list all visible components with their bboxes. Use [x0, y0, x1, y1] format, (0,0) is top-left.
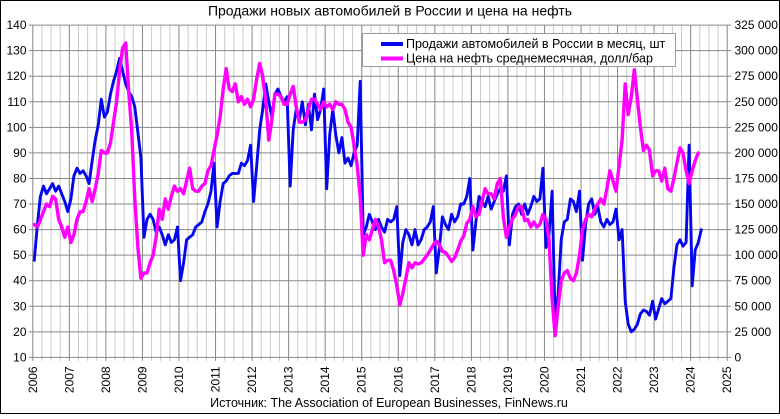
svg-text:75 000: 75 000 — [735, 274, 772, 288]
svg-text:2019: 2019 — [501, 366, 515, 393]
svg-text:2020: 2020 — [538, 366, 552, 393]
svg-text:100 000: 100 000 — [735, 248, 779, 262]
svg-text:Продажи автомобилей в России в: Продажи автомобилей в России в месяц, шт — [406, 37, 666, 51]
svg-text:2024: 2024 — [684, 366, 698, 393]
svg-text:2008: 2008 — [99, 366, 113, 393]
svg-text:Продажи новых автомобилей в Ро: Продажи новых автомобилей в России и цен… — [208, 3, 572, 19]
svg-text:2013: 2013 — [282, 366, 296, 393]
svg-text:2017: 2017 — [428, 366, 442, 393]
svg-text:325 000: 325 000 — [735, 18, 779, 32]
svg-text:150 000: 150 000 — [735, 197, 779, 211]
svg-text:70: 70 — [13, 197, 27, 211]
svg-text:90: 90 — [13, 146, 27, 160]
svg-text:140: 140 — [6, 18, 26, 32]
svg-text:100: 100 — [6, 120, 26, 134]
svg-text:2016: 2016 — [391, 366, 405, 393]
svg-text:2015: 2015 — [355, 366, 369, 393]
svg-text:Цена на нефть среднемесячная,: Цена на нефть среднемесячная, долл/бар — [406, 52, 653, 66]
svg-text:80: 80 — [13, 172, 27, 186]
svg-text:30: 30 — [13, 299, 27, 313]
svg-text:50 000: 50 000 — [735, 299, 772, 313]
svg-text:300 000: 300 000 — [735, 44, 779, 58]
svg-text:175 000: 175 000 — [735, 172, 779, 186]
svg-text:225 000: 225 000 — [735, 120, 779, 134]
svg-text:2010: 2010 — [172, 366, 186, 393]
svg-text:2021: 2021 — [574, 366, 588, 393]
svg-text:110: 110 — [7, 95, 26, 109]
svg-text:2022: 2022 — [611, 366, 625, 393]
svg-text:200 000: 200 000 — [735, 146, 779, 160]
svg-text:40: 40 — [13, 274, 27, 288]
svg-text:20: 20 — [13, 325, 27, 339]
svg-text:2014: 2014 — [318, 366, 332, 393]
svg-text:250 000: 250 000 — [735, 95, 779, 109]
svg-text:2011: 2011 — [209, 366, 223, 392]
svg-text:2018: 2018 — [464, 366, 478, 393]
svg-text:50: 50 — [13, 248, 27, 262]
svg-text:2012: 2012 — [245, 366, 259, 393]
svg-text:125 000: 125 000 — [735, 223, 779, 237]
svg-text:2006: 2006 — [26, 366, 40, 393]
svg-text:Источник: The Association of E: Источник: The Association of European Bu… — [210, 396, 568, 410]
svg-text:130: 130 — [6, 44, 26, 58]
svg-text:2007: 2007 — [62, 366, 76, 393]
svg-text:2023: 2023 — [647, 366, 661, 393]
svg-text:60: 60 — [13, 223, 27, 237]
svg-text:2009: 2009 — [135, 366, 149, 393]
svg-text:120: 120 — [6, 69, 26, 83]
svg-text:275 000: 275 000 — [735, 69, 779, 83]
svg-text:25 000: 25 000 — [735, 325, 772, 339]
svg-text:10: 10 — [13, 350, 27, 364]
svg-text:2025: 2025 — [720, 366, 734, 393]
svg-text:0: 0 — [735, 350, 742, 364]
